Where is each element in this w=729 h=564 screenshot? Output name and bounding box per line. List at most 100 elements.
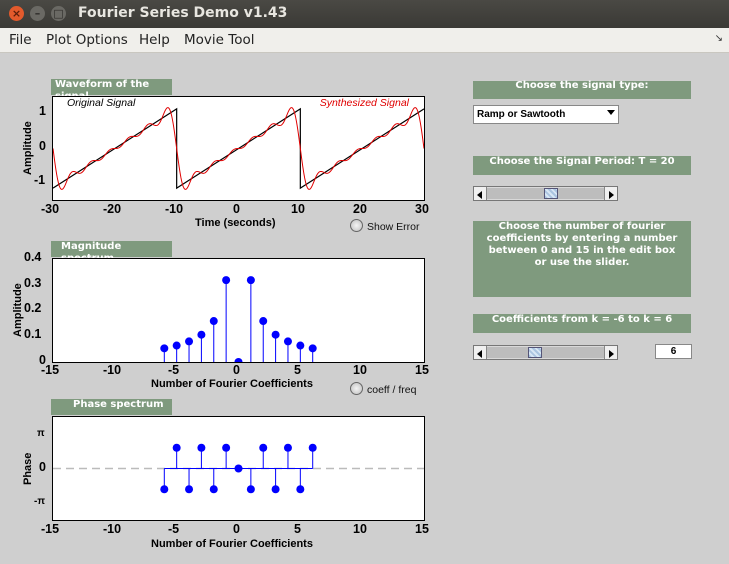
stem-marker xyxy=(197,330,206,339)
arrow-right-icon xyxy=(609,350,614,358)
coef-slider[interactable] xyxy=(473,345,618,360)
show-error-label: Show Error xyxy=(367,221,420,233)
maximize-icon[interactable]: □ xyxy=(51,6,66,21)
arrow-left-icon xyxy=(477,191,482,199)
mag-ytick: 0.2 xyxy=(24,301,42,315)
mag-xlabel: Number of Fourier Coefficients xyxy=(151,378,313,390)
wave-xtick: 10 xyxy=(291,202,305,216)
wave-xtick: 0 xyxy=(233,202,240,216)
stem-marker xyxy=(246,276,255,285)
stem-marker xyxy=(271,330,280,339)
coef-instructions: Choose the number of fourier coefficient… xyxy=(473,221,691,297)
coef-edit-box[interactable]: 6 xyxy=(655,344,692,359)
phase-ytick: π xyxy=(37,428,45,439)
title-bar: × – □ Fourier Series Demo v1.43 xyxy=(0,0,729,28)
wave-ylabel: Amplitude xyxy=(22,121,34,175)
magnitude-title: Magnitude spectrum xyxy=(51,241,172,264)
stem-marker xyxy=(246,485,255,494)
signal-type-title: Choose the signal type: xyxy=(473,81,691,99)
stem-marker xyxy=(209,485,218,494)
wave-xtick: -20 xyxy=(103,202,122,216)
period-slider[interactable] xyxy=(473,186,618,201)
phase-chart xyxy=(53,443,424,494)
phase-xtick: 15 xyxy=(415,522,429,536)
stem-marker xyxy=(271,485,280,494)
phase-xtick: 0 xyxy=(233,522,240,536)
phase-xtick: -10 xyxy=(103,522,122,536)
stem-marker xyxy=(222,443,231,452)
phase-ylabel: Phase xyxy=(22,452,34,485)
slider-left-button[interactable] xyxy=(474,346,487,359)
mag-xtick: 15 xyxy=(415,363,429,377)
wave-xlabel: Time (seconds) xyxy=(195,217,276,229)
signal-type-select[interactable]: Ramp or Sawtooth xyxy=(473,105,619,124)
slider-track[interactable] xyxy=(487,347,604,358)
stem-marker xyxy=(234,464,243,473)
wave-xtick: -10 xyxy=(165,202,184,216)
stem-marker xyxy=(172,443,181,452)
radio-circle-icon xyxy=(350,219,363,232)
menu-file[interactable]: File xyxy=(9,32,32,48)
menu-plot-options[interactable]: Plot Options xyxy=(46,32,128,48)
wave-ytick: -1 xyxy=(34,173,46,187)
stem-marker xyxy=(209,317,218,326)
period-title: Choose the Signal Period: T = 20 xyxy=(473,156,691,175)
phase-ytick: -π xyxy=(34,496,45,507)
slider-left-button[interactable] xyxy=(474,187,487,200)
coef-range-title: Coefficients from k = -6 to k = 6 xyxy=(473,314,691,333)
arrow-right-icon xyxy=(609,191,614,199)
mag-ytick: 0 xyxy=(39,353,46,367)
stem-marker xyxy=(308,344,317,353)
stem-marker xyxy=(296,341,305,350)
slider-thumb[interactable] xyxy=(528,347,543,358)
mag-xtick: 10 xyxy=(353,363,367,377)
show-error-radio[interactable]: Show Error xyxy=(350,219,420,233)
stem-marker xyxy=(308,443,317,452)
stem-marker xyxy=(185,485,194,494)
menu-help[interactable]: Help xyxy=(139,32,170,48)
wave-ytick: 1 xyxy=(39,104,46,118)
arrow-left-icon xyxy=(477,350,482,358)
wave-xtick: 20 xyxy=(353,202,367,216)
mag-xtick: -15 xyxy=(41,363,60,377)
waveform-chart xyxy=(53,107,424,190)
waveform-plot: Original Signal Synthesized Signal xyxy=(52,96,425,201)
minimize-icon[interactable]: – xyxy=(30,6,45,21)
phase-xlabel: Number of Fourier Coefficients xyxy=(151,538,313,550)
coeff-freq-label: coeff / freq xyxy=(367,384,417,396)
phase-ytick: 0 xyxy=(39,460,46,474)
stem-marker xyxy=(296,485,305,494)
close-icon[interactable]: × xyxy=(9,6,24,21)
phase-xtick: 10 xyxy=(353,522,367,536)
wave-xtick: -30 xyxy=(41,202,60,216)
mag-xtick: 5 xyxy=(294,363,301,377)
stem-marker xyxy=(185,337,194,346)
slider-right-button[interactable] xyxy=(604,346,617,359)
mag-ytick: 0.1 xyxy=(24,327,42,341)
menu-movie-tool[interactable]: Movie Tool xyxy=(184,32,255,48)
slider-right-button[interactable] xyxy=(604,187,617,200)
magnitude-chart xyxy=(160,276,317,362)
stem-marker xyxy=(222,276,231,285)
stem-marker xyxy=(172,341,181,350)
phase-title: Phase spectrum xyxy=(51,399,172,415)
slider-thumb[interactable] xyxy=(543,188,558,199)
window-title: Fourier Series Demo v1.43 xyxy=(78,5,288,21)
stem-marker xyxy=(259,443,268,452)
menu-overflow-icon[interactable]: ↘ xyxy=(714,33,723,44)
stem-marker xyxy=(197,443,206,452)
wave-ytick: 0 xyxy=(39,139,46,153)
stem-marker xyxy=(283,443,292,452)
mag-ylabel: Amplitude xyxy=(12,283,24,337)
phase-plot xyxy=(52,416,425,521)
phase-xtick: -15 xyxy=(41,522,60,536)
stem-marker xyxy=(234,358,243,362)
wave-xtick: 30 xyxy=(415,202,429,216)
mag-xtick: 0 xyxy=(233,363,240,377)
stem-marker xyxy=(259,317,268,326)
coeff-freq-radio[interactable]: coeff / freq xyxy=(350,382,416,396)
mag-ytick: 0.4 xyxy=(24,250,42,264)
stem-marker xyxy=(283,337,292,346)
dropdown-arrow-icon xyxy=(607,110,615,115)
mag-xtick: -10 xyxy=(103,363,122,377)
